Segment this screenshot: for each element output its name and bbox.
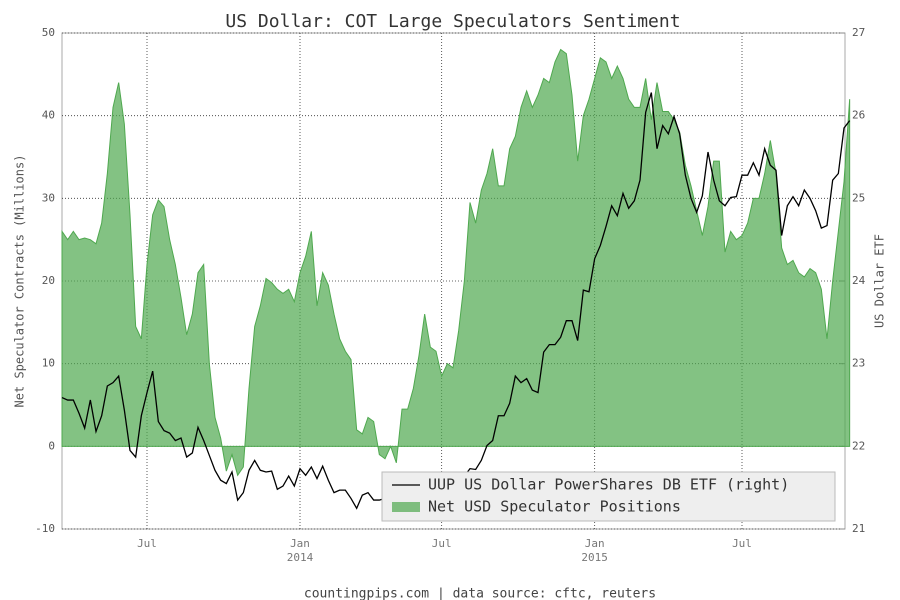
legend-label: UUP US Dollar PowerShares DB ETF (right)	[428, 476, 789, 494]
x-tick-label: Jul	[732, 537, 752, 550]
x-tick-label: Jan 2014	[286, 537, 314, 564]
y-tick-label: 40	[42, 109, 55, 122]
y2-tick-label: 23	[852, 357, 865, 370]
y2-tick-label: 25	[852, 191, 865, 204]
legend: UUP US Dollar PowerShares DB ETF (right)…	[381, 471, 836, 522]
y-tick-label: 0	[48, 439, 55, 452]
y2-tick-label: 27	[852, 26, 865, 39]
y2-axis-label: US Dollar ETF	[873, 234, 887, 328]
area	[61, 48, 851, 477]
y2-tick-label: 21	[852, 522, 865, 535]
y-axis-label: Net Speculator Contracts (Millions)	[13, 155, 27, 408]
y-tick-label: 30	[42, 191, 55, 204]
y-tick-label: -10	[35, 522, 55, 535]
y2-tick-label: 26	[852, 109, 865, 122]
y-tick-label: 20	[42, 274, 55, 287]
footer: countingpips.com | data source: cftc, re…	[304, 587, 656, 600]
x-tick-label: Jul	[137, 537, 157, 550]
x-tick-label: Jul	[431, 537, 452, 550]
x-tick-label: Jan 2015	[581, 537, 608, 564]
chart-title: US Dollar: COT Large Speculators Sentime…	[225, 11, 680, 32]
y2-tick-label: 22	[852, 439, 865, 452]
legend-label: Net USD Speculator Positions	[428, 498, 681, 516]
legend-box	[381, 471, 836, 522]
legend-swatch	[392, 502, 420, 512]
y-tick-label: 50	[42, 26, 55, 39]
y2-tick-label: 24	[852, 274, 866, 287]
y-tick-label: 10	[42, 357, 55, 370]
